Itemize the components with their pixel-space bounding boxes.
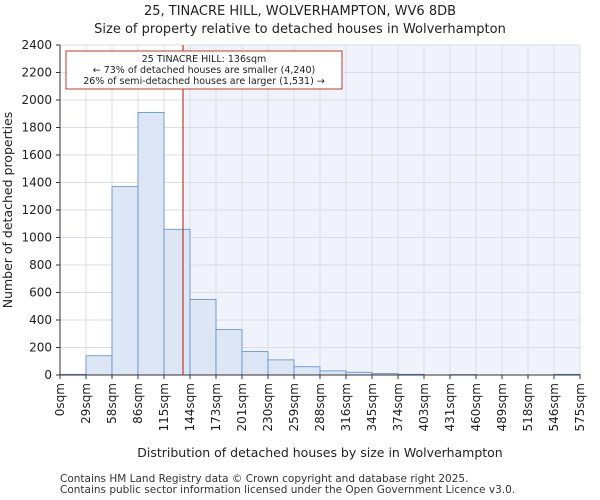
- histogram-bar: [293, 366, 321, 376]
- x-tick-label: 489sqm: [495, 383, 509, 431]
- x-tick-label: 518sqm: [521, 383, 535, 431]
- y-tick-label: 0: [44, 368, 52, 382]
- histogram-bar: [319, 370, 347, 376]
- x-tick-label: 374sqm: [391, 383, 405, 431]
- x-tick-label: 29sqm: [79, 383, 93, 424]
- annotation-box: [65, 50, 343, 90]
- footer-line-2: Contains public sector information licen…: [60, 484, 516, 496]
- x-tick-label: 86sqm: [131, 383, 145, 424]
- x-tick-label: 173sqm: [209, 383, 223, 431]
- x-tick-label: 288sqm: [313, 383, 327, 431]
- annotation-line: ← 73% of detached houses are smaller (4,…: [93, 65, 316, 76]
- y-tick-label: 200: [29, 341, 52, 355]
- y-tick-label: 2200: [21, 66, 52, 80]
- histogram-bar: [189, 298, 217, 376]
- x-tick-label: 58sqm: [105, 383, 119, 424]
- x-tick-label: 115sqm: [157, 383, 171, 431]
- x-tick-label: 460sqm: [469, 383, 483, 431]
- x-tick-label: 0sqm: [53, 383, 67, 416]
- x-tick-label: 431sqm: [443, 383, 457, 431]
- x-tick-label: 316sqm: [339, 383, 353, 431]
- x-tick-label: 201sqm: [235, 383, 249, 431]
- chart-title: 25, TINACRE HILL, WOLVERHAMPTON, WV6 8DB: [143, 4, 457, 19]
- histogram-bar: [267, 359, 295, 376]
- y-tick-label: 800: [29, 258, 52, 272]
- histogram-bar: [163, 228, 191, 376]
- histogram-bar: [85, 355, 113, 376]
- histogram-bar: [111, 186, 139, 376]
- x-axis-label: Distribution of detached houses by size …: [137, 445, 503, 460]
- histogram-bar: [241, 351, 269, 376]
- x-tick-label: 575sqm: [573, 383, 587, 431]
- y-tick-label: 600: [29, 286, 52, 300]
- x-tick-label: 345sqm: [365, 383, 379, 431]
- histogram-bar: [137, 111, 165, 376]
- x-tick-label: 546sqm: [547, 383, 561, 431]
- annotation-line: 26% of semi-detached houses are larger (…: [83, 76, 325, 87]
- y-tick-label: 2400: [21, 38, 52, 52]
- annotation-line: 25 TINACRE HILL: 136sqm: [142, 54, 267, 65]
- y-tick-label: 2000: [21, 93, 52, 107]
- y-tick-label: 1800: [21, 121, 52, 135]
- x-tick-label: 259sqm: [287, 383, 301, 431]
- x-tick-label: 144sqm: [183, 383, 197, 431]
- x-tick-label: 403sqm: [417, 383, 431, 431]
- y-tick-label: 1600: [21, 148, 52, 162]
- y-axis-label: Number of detached properties: [0, 112, 15, 309]
- y-tick-label: 1200: [21, 203, 52, 217]
- footer-line-1: Contains HM Land Registry data © Crown c…: [60, 473, 469, 485]
- y-tick-label: 1400: [21, 176, 52, 190]
- y-tick-label: 1000: [21, 231, 52, 245]
- chart-subtitle: Size of property relative to detached ho…: [94, 22, 506, 37]
- y-tick-label: 400: [29, 313, 52, 327]
- histogram-bar: [215, 329, 243, 376]
- x-tick-label: 230sqm: [261, 383, 275, 431]
